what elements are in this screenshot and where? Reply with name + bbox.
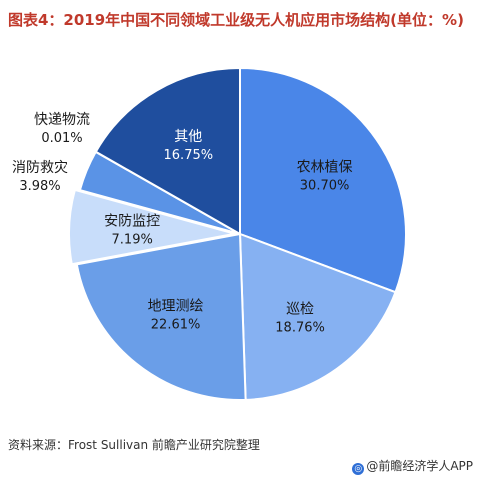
slice-value-label: 3.98% [19,179,60,194]
pie-chart: 农林植保 30.70% 巡检 18.76% 地理测绘 22.61% 安防监控 7.19% 消防救… [12,66,407,401]
pie-slice-3 [68,188,236,266]
slice-name-label: 地理测绘 [148,298,204,314]
slice-name-label: 安防监控 [104,213,160,229]
slice-name-label: 快递物流 [34,112,90,128]
pie-slice-0 [239,66,407,294]
slice-name-label: 农林植保 [297,159,353,175]
footer-brand-text: @前瞻经济学人APP [366,459,473,473]
slice-value-label: 22.61% [151,317,201,332]
brand-logo-icon: ◎ [352,463,365,475]
chart-title: 图表4：2019年中国不同领域工业级无人机应用市场结构(单位：%) [8,11,464,29]
slice-value-label: 30.70% [300,178,350,193]
pie-slice-6 [94,66,241,236]
slice-value-label: 0.01% [41,131,82,146]
slice-value-label: 18.76% [275,321,325,336]
footer-brand: ◎ @前瞻经济学人APP [352,457,473,475]
source-note: 资料来源：Frost Sullivan 前瞻产业研究院整理 [8,438,260,452]
slice-name-label: 其他 [174,129,202,145]
slice-name-label: 巡检 [286,302,314,318]
pie-slice-1 [238,232,397,401]
pie-slice-2 [75,232,247,401]
slice-value-label: 7.19% [112,232,153,247]
slice-value-label: 16.75% [164,148,214,163]
slice-name-label: 消防救灾 [12,159,68,176]
